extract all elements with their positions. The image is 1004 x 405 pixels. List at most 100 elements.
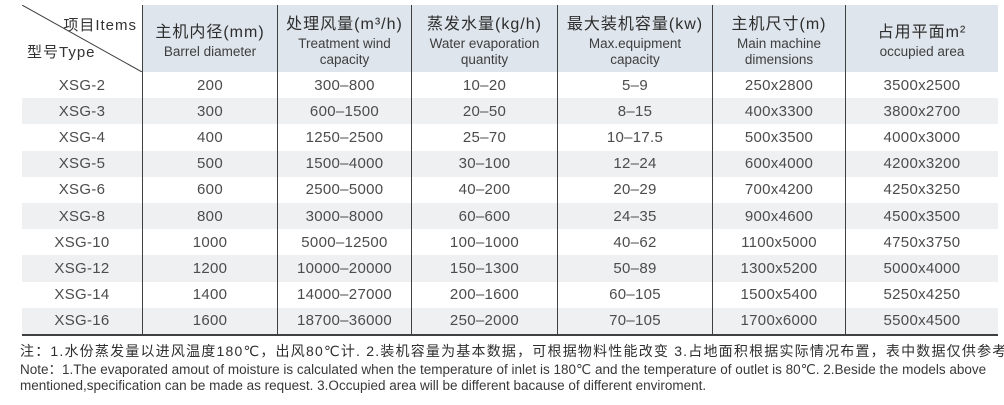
cell-max-equipment-capacity: 5–9 [557, 72, 712, 99]
notes: 注：1.水份蒸发量以进风温度180℃，出风80℃计. 2.装机容量为基本数据，可… [20, 341, 1004, 393]
table-row: XSG-4 400 1250–2500 25–70 10–17.5 500x35… [22, 124, 998, 151]
header-occupied-area: 占用平面m² occupied area [845, 5, 998, 72]
cell-treatment-wind-capacity: 1250–2500 [277, 124, 411, 151]
cell-max-equipment-capacity: 20–29 [557, 176, 712, 203]
table-row: XSG-8 800 3000–8000 60–600 24–35 900x460… [22, 202, 998, 230]
note-english-line2: mentioned,specification can be made as r… [20, 378, 707, 393]
cell-model: XSG-6 [58, 181, 106, 199]
cell-model: XSG-16 [54, 312, 110, 330]
table-header: 项目Items 型号Type 主机内径(mm) Barrel diameter … [22, 5, 998, 72]
spec-table: 项目Items 型号Type 主机内径(mm) Barrel diameter … [22, 5, 998, 336]
cell-treatment-wind-capacity: 10000–20000 [277, 255, 411, 282]
cell-model: XSG-14 [54, 286, 110, 304]
cell-occupied-area: 4750x3750 [845, 229, 998, 256]
cell-max-equipment-capacity: 12–24 [557, 150, 712, 177]
cell-main-machine-dimensions: 700x4200 [712, 176, 845, 203]
header-en-label: occupied area [879, 43, 965, 59]
cell-treatment-wind-capacity: 18700–36000 [277, 307, 411, 334]
cell-barrel-diameter: 300 [142, 98, 277, 125]
note-english-line1: Note：1.The evaporated amout of moisture … [20, 362, 987, 377]
cell-model: XSG-2 [58, 76, 106, 94]
cell-barrel-diameter: 800 [142, 202, 277, 230]
cell-occupied-area: 5250x4250 [845, 281, 998, 308]
cell-water-evaporation: 25–70 [411, 124, 557, 151]
cell-water-evaporation: 250–2000 [411, 307, 557, 334]
header-zh-label: 占用平面m² [877, 23, 967, 41]
cell-treatment-wind-capacity: 3000–8000 [277, 202, 411, 230]
corner-items-label: 项目Items [63, 17, 137, 34]
cell-treatment-wind-capacity: 14000–27000 [277, 281, 411, 308]
cell-model: XSG-3 [58, 102, 106, 120]
cell-water-evaporation: 30–100 [411, 150, 557, 177]
cell-main-machine-dimensions: 400x3300 [712, 98, 845, 125]
cell-water-evaporation: 100–1000 [411, 229, 557, 256]
cell-main-machine-dimensions: 250x2800 [712, 72, 845, 99]
header-corner-cell: 项目Items 型号Type [22, 5, 142, 72]
table-row: XSG-14 1400 14000–27000 200–1600 60–105 … [22, 281, 998, 308]
cell-model: XSG-4 [58, 128, 106, 146]
header-zh-label: 处理风量(m³/h) [286, 16, 403, 34]
header-zh-label: 蒸发水量(kg/h) [427, 16, 542, 34]
cell-main-machine-dimensions: 1100x5000 [712, 229, 845, 256]
cell-barrel-diameter: 1600 [142, 307, 277, 334]
cell-main-machine-dimensions: 1300x5200 [712, 255, 845, 282]
cell-barrel-diameter: 1400 [142, 281, 277, 308]
cell-model: XSG-5 [58, 155, 106, 173]
cell-water-evaporation: 10–20 [411, 72, 557, 99]
cell-main-machine-dimensions: 1700x6000 [712, 307, 845, 334]
header-zh-label: 主机尺寸(m) [731, 16, 827, 34]
header-water-evaporation: 蒸发水量(kg/h) Water evaporation quantity [411, 5, 557, 72]
cell-max-equipment-capacity: 70–105 [557, 307, 712, 334]
cell-main-machine-dimensions: 600x4000 [712, 150, 845, 177]
table-row: XSG-2 200 300–800 10–20 5–9 250x2800 350… [22, 72, 998, 99]
cell-water-evaporation: 60–600 [411, 202, 557, 230]
table-row: XSG-6 600 2500–5000 40–200 20–29 700x420… [22, 176, 998, 203]
cell-max-equipment-capacity: 40–62 [557, 229, 712, 256]
cell-barrel-diameter: 200 [142, 72, 277, 99]
cell-treatment-wind-capacity: 300–800 [277, 72, 411, 99]
cell-water-evaporation: 200–1600 [411, 281, 557, 308]
cell-main-machine-dimensions: 1500x5400 [712, 281, 845, 308]
cell-water-evaporation: 150–1300 [411, 255, 557, 282]
header-en-label: Barrel diameter [163, 43, 257, 59]
cell-max-equipment-capacity: 50–89 [557, 255, 712, 282]
cell-occupied-area: 5500x4500 [845, 307, 998, 334]
cell-barrel-diameter: 1000 [142, 229, 277, 256]
header-en-label: Treatment wind capacity [298, 36, 391, 67]
cell-max-equipment-capacity: 8–15 [557, 98, 712, 125]
cell-occupied-area: 4000x3000 [845, 124, 998, 151]
table-row: XSG-5 500 1500–4000 30–100 12–24 600x400… [22, 150, 998, 177]
diagonal-divider [22, 5, 142, 72]
header-treatment-wind-capacity: 处理风量(m³/h) Treatment wind capacity [277, 5, 411, 72]
table-row: XSG-3 300 600–1500 20–50 8–15 400x3300 3… [22, 98, 998, 125]
cell-treatment-wind-capacity: 5000–12500 [277, 229, 411, 256]
cell-max-equipment-capacity: 10–17.5 [557, 124, 712, 151]
cell-main-machine-dimensions: 900x4600 [712, 202, 845, 230]
cell-water-evaporation: 40–200 [411, 176, 557, 203]
cell-treatment-wind-capacity: 2500–5000 [277, 176, 411, 203]
table-row: XSG-16 1600 18700–36000 250–2000 70–105 … [22, 307, 998, 334]
cell-occupied-area: 5000x4000 [845, 255, 998, 282]
cell-occupied-area: 3800x2700 [845, 98, 998, 125]
cell-treatment-wind-capacity: 1500–4000 [277, 150, 411, 177]
cell-barrel-diameter: 500 [142, 150, 277, 177]
cell-max-equipment-capacity: 60–105 [557, 281, 712, 308]
cell-max-equipment-capacity: 24–35 [557, 202, 712, 230]
header-en-label: Water evaporation quantity [429, 36, 540, 67]
cell-model: XSG-10 [54, 233, 110, 251]
corner-type-label: 型号Type [27, 44, 96, 61]
table-row: XSG-10 1000 5000–12500 100–1000 40–62 11… [22, 229, 998, 256]
cell-main-machine-dimensions: 500x3500 [712, 124, 845, 151]
header-zh-label: 主机内径(mm) [155, 23, 265, 41]
cell-barrel-diameter: 400 [142, 124, 277, 151]
cell-occupied-area: 4250x3250 [845, 176, 998, 203]
table-row: XSG-12 1200 10000–20000 150–1300 50–89 1… [22, 255, 998, 282]
cell-barrel-diameter: 1200 [142, 255, 277, 282]
table-body: XSG-2 200 300–800 10–20 5–9 250x2800 350… [22, 72, 998, 334]
header-main-machine-dimensions: 主机尺寸(m) Main machine dimensions [712, 5, 845, 72]
note-chinese: 注：1.水份蒸发量以进风温度180℃，出风80℃计. 2.装机容量为基本数据，可… [20, 343, 1004, 359]
cell-barrel-diameter: 600 [142, 176, 277, 203]
header-en-label: Main machine dimensions [736, 36, 822, 67]
cell-occupied-area: 3500x2500 [845, 72, 998, 99]
cell-model: XSG-12 [54, 259, 110, 277]
